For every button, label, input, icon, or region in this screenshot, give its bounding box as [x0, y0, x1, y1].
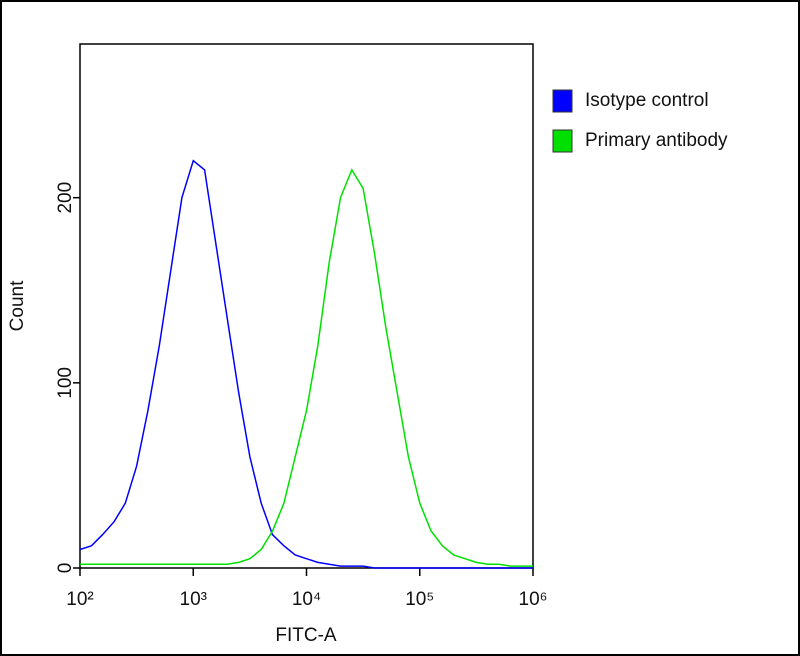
legend-label: Isotype control: [585, 90, 709, 111]
legend-swatch: [552, 129, 573, 153]
x-tick-label: 10³: [180, 589, 207, 610]
y-tick-label: 200: [55, 182, 76, 214]
y-tick-label: 0: [55, 563, 76, 574]
x-tick-label: 10⁶: [519, 589, 548, 610]
x-tick-label: 10²: [66, 589, 93, 610]
legend-label: Primary antibody: [585, 130, 728, 151]
y-axis-label: Count: [7, 280, 28, 331]
series-line: [79, 159, 533, 569]
x-tick-label: 10⁵: [405, 589, 434, 610]
x-tick-label: 10⁴: [292, 589, 321, 610]
y-tick-label: 100: [55, 367, 76, 399]
legend-swatch: [552, 89, 573, 113]
series-line: [80, 168, 533, 567]
x-axis-label: FITC-A: [275, 625, 337, 646]
